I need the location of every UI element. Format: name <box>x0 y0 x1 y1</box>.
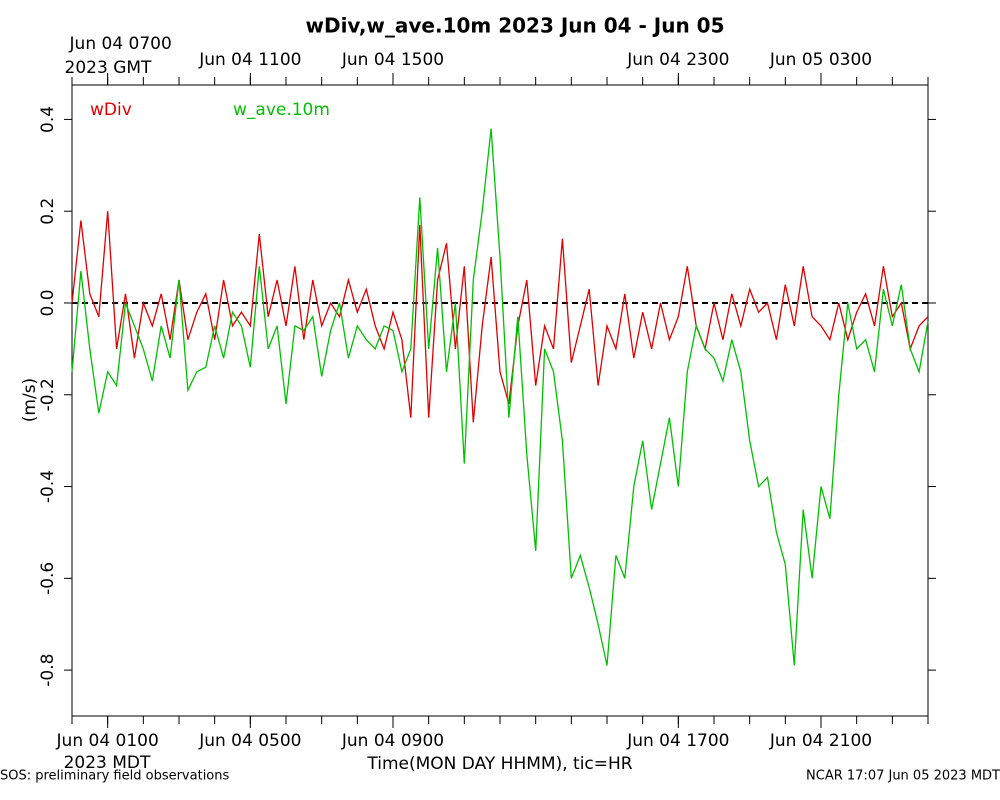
y-tick-label: 0.2 <box>38 198 58 225</box>
x2-zone-label: 2023 GMT <box>65 58 153 78</box>
chart-title: wDiv,w_ave.10m 2023 Jun 04 - Jun 05 <box>305 14 724 38</box>
y-tick-label: 0.4 <box>38 106 58 133</box>
x2-tick-label: Jun 05 0300 <box>769 50 872 70</box>
x-zone-label: 2023 MDT <box>64 753 151 773</box>
y-tick-label: -0.8 <box>38 654 58 687</box>
footer-right: NCAR 17:07 Jun 05 2023 MDT <box>806 769 1000 784</box>
x-tick-label: Jun 04 0500 <box>198 731 301 751</box>
footer-left: SOS: preliminary field observations <box>0 769 229 784</box>
y-tick-label: 0.0 <box>38 289 58 316</box>
x-tick-label: Jun 04 0900 <box>341 731 444 751</box>
x2-tick-label: Jun 04 1500 <box>341 50 444 70</box>
x-tick-label: Jun 04 1700 <box>626 731 729 751</box>
y-tick-label: -0.2 <box>38 378 58 411</box>
plot-frame <box>71 84 929 717</box>
y-tick-label: -0.4 <box>38 470 58 503</box>
x-tick-label: Jun 04 2100 <box>769 731 872 751</box>
y-tick-label: -0.6 <box>38 562 58 595</box>
series-line <box>71 128 929 666</box>
legend-entry: w_ave.10m <box>233 100 330 120</box>
legend-entry: wDiv <box>90 100 132 120</box>
x2-tick-label: Jun 04 2300 <box>626 50 729 70</box>
x2-tick-label: Jun 04 0700 <box>69 34 172 54</box>
x-tick-label: Jun 04 0100 <box>56 731 159 751</box>
series-line <box>71 211 929 423</box>
x-axis-label: Time(MON DAY HHMM), tic=HR <box>366 754 632 774</box>
y-axis-label: (m/s) <box>20 378 40 422</box>
x2-tick-label: Jun 04 1100 <box>198 50 301 70</box>
